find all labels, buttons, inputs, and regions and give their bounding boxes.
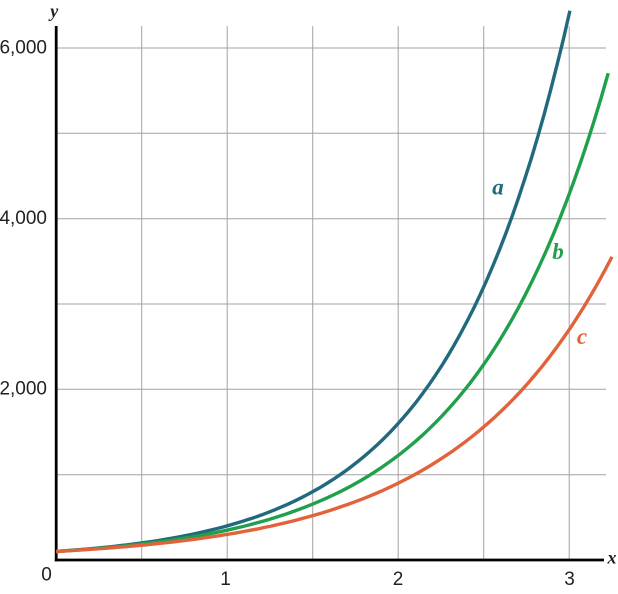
- svg-text:4,000: 4,000: [0, 208, 47, 229]
- svg-text:2,000: 2,000: [0, 379, 47, 400]
- svg-text:a: a: [492, 175, 504, 200]
- svg-text:0: 0: [41, 565, 52, 586]
- svg-text:x: x: [607, 548, 617, 568]
- svg-text:y: y: [48, 1, 59, 21]
- svg-text:3: 3: [564, 569, 575, 590]
- svg-text:6,000: 6,000: [0, 37, 47, 58]
- svg-text:b: b: [552, 239, 564, 264]
- svg-text:1: 1: [220, 569, 231, 590]
- svg-text:c: c: [577, 324, 587, 349]
- svg-text:2: 2: [393, 569, 404, 590]
